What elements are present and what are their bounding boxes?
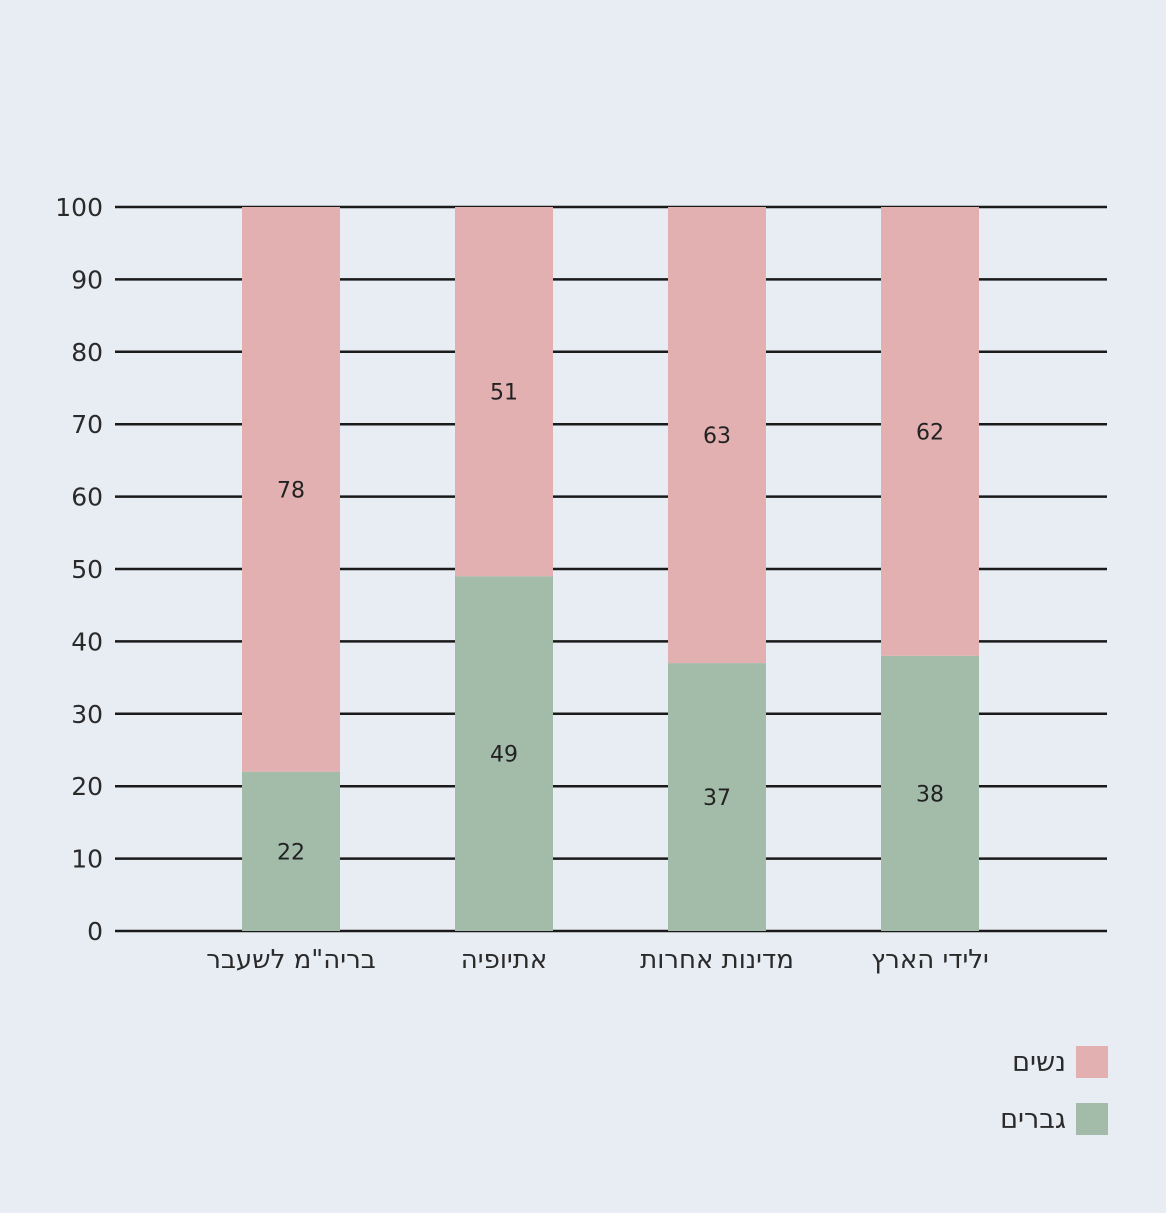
bar-men-0: [242, 771, 340, 931]
y-tick-label-20: 20: [71, 772, 103, 801]
y-tick-label-60: 60: [71, 483, 103, 512]
data-label-women-3: 62: [916, 420, 944, 445]
bar-men-2: [668, 663, 766, 931]
legend-swatch-women: [1076, 1046, 1108, 1078]
bar-women-3: [881, 207, 979, 656]
legend-item-men: גברים: [1000, 1103, 1108, 1135]
y-tick-label-0: 0: [87, 917, 103, 946]
y-axis-ticks: 0 10 20 30 40 50 60 70 80 90 100: [55, 193, 103, 946]
data-label-women-2: 63: [703, 424, 731, 449]
x-tick-label-2: מדינות אחרות: [640, 945, 794, 975]
x-axis-labels: בריה"מ לשעבר אתיופיה מדינות אחרות ילידי האר…: [206, 945, 989, 975]
data-label-men-1: 49: [490, 743, 518, 768]
bar-women-0: [242, 207, 340, 772]
legend-item-women: נשים: [1012, 1046, 1108, 1078]
legend-swatch-men: [1076, 1103, 1108, 1135]
x-tick-label-3: ילידי הארץ: [871, 945, 989, 975]
y-tick-label-100: 100: [55, 193, 103, 222]
y-tick-label-30: 30: [71, 700, 103, 729]
legend-label-men: גברים: [1000, 1103, 1066, 1135]
legend: נשים גברים: [1000, 1046, 1108, 1135]
bars: [242, 207, 979, 931]
y-tick-label-80: 80: [71, 338, 103, 367]
y-tick-label-10: 10: [71, 845, 103, 874]
data-label-men-0: 22: [277, 840, 305, 865]
legend-label-women: נשים: [1012, 1046, 1066, 1078]
y-tick-label-90: 90: [71, 265, 103, 294]
bar-men-3: [881, 655, 979, 931]
y-tick-label-50: 50: [71, 555, 103, 584]
data-label-women-0: 78: [277, 478, 305, 503]
bar-women-1: [455, 207, 553, 577]
data-label-men-3: 38: [916, 782, 944, 807]
data-label-men-2: 37: [703, 786, 731, 811]
y-tick-label-70: 70: [71, 410, 103, 439]
bar-women-2: [668, 207, 766, 664]
x-tick-label-0: בריה"מ לשעבר: [206, 945, 376, 975]
bar-men-1: [455, 576, 553, 931]
data-labels: 22 78 49 51 37 63 38 62: [277, 381, 944, 866]
y-tick-label-40: 40: [71, 627, 103, 656]
data-label-women-1: 51: [490, 381, 518, 406]
x-tick-label-1: אתיופיה: [461, 945, 547, 975]
